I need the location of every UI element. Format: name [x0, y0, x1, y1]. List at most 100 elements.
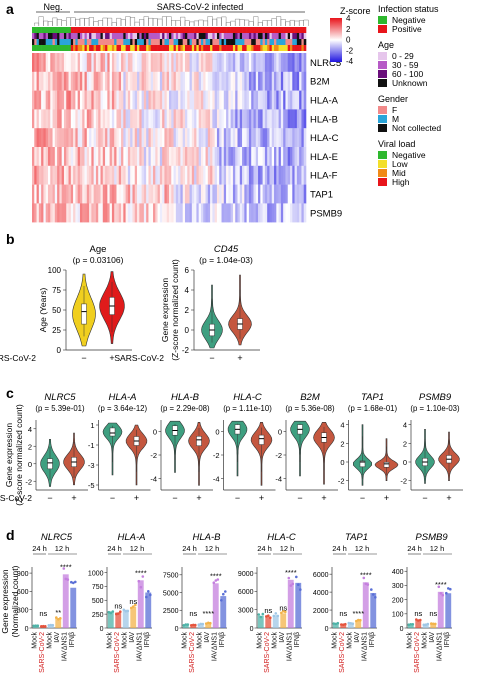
annotation-cell: [191, 39, 195, 45]
heatmap-cell: [100, 184, 104, 204]
heatmap-cell: [267, 71, 270, 91]
annotation-cell: [260, 39, 263, 45]
heatmap-cell: [50, 53, 53, 72]
heatmap-cell: [278, 109, 282, 129]
gene-pvalue: (p = 5.39e-01): [35, 404, 85, 413]
annotation-cell: [255, 39, 259, 45]
heatmap-cell: [50, 147, 53, 166]
heatmap-cell: [91, 109, 94, 129]
heatmap-cell: [303, 165, 307, 185]
annotation-cell: [223, 33, 227, 39]
annotation-cell: [38, 39, 42, 45]
annotation-cell: [187, 39, 190, 45]
significance-label: ****: [352, 609, 364, 618]
annotation-cell: [150, 39, 154, 45]
heatmap-cell: [232, 90, 236, 110]
y-tick-label: 100: [392, 612, 404, 619]
legend-item-label: Positive: [392, 24, 422, 34]
heatmap-cell: [146, 109, 149, 129]
heatmap-cell: [239, 203, 243, 223]
annotation-cell: [61, 45, 65, 51]
heatmap-cell: [207, 71, 211, 91]
replicate-dot: [417, 619, 420, 622]
annotation-cell: [146, 27, 149, 33]
heatmap-cell: [47, 53, 51, 72]
heatmap-cell: [198, 165, 202, 185]
annotation-cell: [121, 45, 124, 51]
heatmap-cell: [132, 90, 136, 110]
x-tick-label: +: [321, 493, 326, 503]
annotation-cell: [52, 39, 56, 45]
heatmap-cell: [271, 203, 275, 223]
annotation-cell: [36, 33, 40, 39]
heatmap-cell: [132, 203, 136, 223]
annotation-cell: [98, 39, 101, 45]
annotation-cell: [73, 39, 76, 45]
heatmap-cell: [223, 71, 227, 91]
annotation-cell: [267, 33, 270, 39]
heatmap-cell: [171, 184, 174, 204]
heatmap-cell: [264, 165, 268, 185]
heatmap-cell: [114, 184, 117, 204]
panel-a: Neg. SARS-CoV-2 infected NLRC5B2MHLA-AHL…: [32, 2, 441, 223]
annotation-cell: [68, 33, 72, 39]
bar: [55, 618, 62, 628]
heatmap-cell: [221, 128, 225, 148]
dendrogram-branch: [193, 20, 199, 26]
heatmap-cell: [95, 71, 99, 91]
replicate-dot: [351, 622, 355, 625]
annotation-cell: [260, 27, 263, 33]
replicate-dot: [434, 622, 437, 626]
heatmap-cell: [157, 109, 161, 129]
annotation-cell: [276, 33, 279, 39]
heatmap-cell: [230, 109, 234, 129]
dendrogram-branch: [262, 20, 268, 26]
legend-item-label: Negative: [392, 15, 426, 25]
heatmap-cell: [232, 165, 236, 185]
heatmap-cell: [68, 53, 72, 72]
legend-item-label: 30 - 59: [392, 60, 419, 70]
heatmap-cell: [82, 53, 85, 72]
annotation-cell: [244, 45, 247, 51]
heatmap-cell: [296, 109, 300, 129]
annotation-cell: [287, 27, 291, 33]
replicate-dot: [422, 623, 426, 627]
heatmap-cell: [196, 203, 199, 223]
heatmap-cell: [255, 203, 259, 223]
heatmap-cell: [223, 184, 227, 204]
annotation-cell: [258, 27, 261, 33]
dendrogram-branch: [267, 20, 272, 26]
heatmap-cell: [159, 203, 163, 223]
heatmap-cell: [178, 203, 181, 223]
annotation-cell: [290, 45, 293, 51]
heatmap-cell: [253, 128, 257, 148]
heatmap-cell: [296, 53, 300, 72]
heatmap-cell: [203, 165, 206, 185]
replicate-dot: [119, 610, 122, 613]
heatmap-cell: [219, 184, 222, 204]
annotation-cell: [162, 39, 165, 45]
annotation-cell: [182, 33, 186, 39]
heatmap-cell: [41, 165, 44, 185]
replicate-dot: [55, 616, 58, 619]
heatmap-cell: [52, 203, 56, 223]
replicate-dot: [415, 618, 418, 621]
annotation-cell: [294, 45, 298, 51]
annotation-cell: [139, 45, 142, 51]
annotation-cell: [102, 33, 106, 39]
heatmap-cell: [125, 53, 129, 72]
y-tick-label: 0: [57, 346, 62, 355]
annotation-cell: [230, 45, 234, 51]
annotation-cell: [82, 27, 85, 33]
annotation-cell: [91, 33, 94, 39]
heatmap-cell: [157, 90, 161, 110]
heatmap-cell: [59, 71, 62, 91]
annotation-cell: [41, 27, 44, 33]
bar: [70, 587, 77, 628]
annotation-cell: [148, 33, 152, 39]
annotation-cell: [32, 33, 35, 39]
dendrogram-branch: [134, 21, 140, 26]
heatmap-cell: [73, 128, 76, 148]
dendrogram-branch: [52, 17, 58, 26]
heatmap-cell: [171, 53, 174, 72]
